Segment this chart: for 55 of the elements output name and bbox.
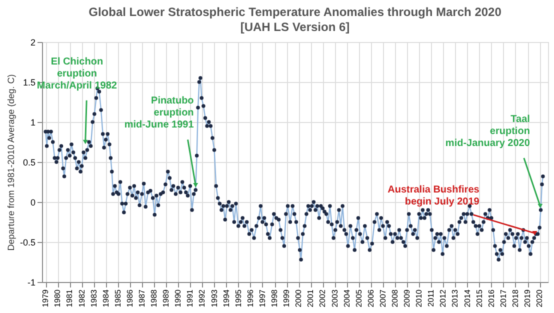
x-tick-label: 2000	[294, 288, 304, 308]
x-tick-label: 2007	[378, 288, 388, 308]
annotation: Pinatubo eruption mid-June 1991	[124, 96, 194, 131]
annotation: Australia Bushfires begin July 2019	[388, 184, 480, 208]
x-tick-label: 1996	[246, 288, 255, 308]
y-tick-label: 2	[30, 38, 36, 48]
x-tick-label: 2003	[330, 288, 340, 308]
x-tick-label: 2001	[306, 288, 316, 308]
x-tick-label: 2004	[342, 288, 352, 308]
x-tick-label: 1979	[41, 288, 50, 308]
x-tick-label: 2009	[402, 288, 412, 308]
x-tick-label: 1985	[113, 288, 122, 308]
y-axis-title: Departure from 1981-2010 Average (deg. C)	[6, 74, 16, 251]
x-tick-label: 1987	[137, 288, 146, 308]
x-tick-label: 2013	[450, 288, 460, 308]
y-tick-label: -1	[27, 278, 36, 288]
x-tick-label: 2005	[354, 288, 364, 308]
x-tick-label: 2014	[462, 288, 472, 308]
x-tick-label: 2017	[498, 288, 508, 308]
x-tick-label: 1992	[198, 288, 207, 308]
x-tick-label: 1986	[125, 288, 134, 308]
x-tick-label: 1991	[186, 288, 195, 308]
x-tick-label: 1982	[77, 288, 86, 308]
x-tick-label: 1995	[234, 288, 243, 308]
y-tick-label: 1.5	[22, 78, 36, 88]
x-tick-label: 1980	[53, 288, 62, 308]
x-tick-label: 2002	[318, 288, 328, 308]
x-tick-label: 1997	[258, 288, 267, 308]
chart-subtitle: [UAH LS Version 6]	[240, 20, 350, 34]
y-tick-label: 1	[30, 118, 36, 128]
x-tick-label: 2012	[438, 288, 448, 308]
annotation: Taal eruption mid-January 2020	[445, 114, 530, 149]
x-tick-label: 2015	[474, 288, 484, 308]
x-tick-label: 2006	[366, 288, 376, 308]
y-tick-label: 0.5	[22, 158, 36, 168]
x-tick-label: 1981	[65, 288, 74, 308]
x-tick-label: 1998	[270, 288, 280, 308]
x-tick-label: 2020	[535, 288, 544, 308]
chart-title: Global Lower Stratospheric Temperature Anomalies through March 2020	[88, 5, 502, 19]
x-tick-label: 1984	[101, 288, 110, 308]
x-tick-label: 1993	[210, 288, 219, 308]
x-tick-label: 1999	[282, 288, 292, 308]
x-tick-label: 1988	[150, 288, 159, 308]
x-tick-label: 2016	[486, 288, 496, 308]
x-tick-label: 1994	[222, 288, 231, 308]
x-tick-label: 2011	[426, 288, 436, 307]
x-tick-label: 1983	[89, 288, 98, 308]
x-tick-label: 2008	[390, 288, 400, 308]
x-tick-label: 2018	[510, 288, 520, 308]
x-tick-label: 1990	[174, 288, 183, 308]
x-tick-label: 2010	[414, 288, 424, 308]
y-tick-label: 0	[30, 198, 36, 208]
x-tick-label: 1989	[162, 288, 171, 308]
x-tick-label: 2019	[523, 288, 532, 308]
y-tick-label: -0.5	[20, 238, 36, 248]
